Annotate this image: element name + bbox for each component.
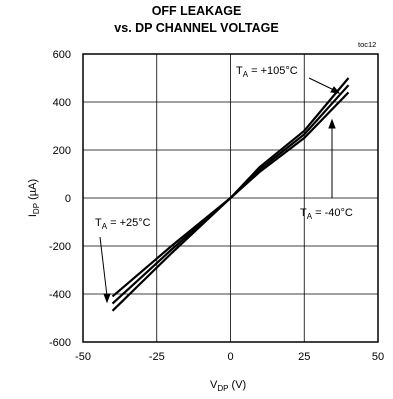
y-tick-label-2: 200 <box>53 145 71 157</box>
arrow-25c-head <box>103 293 111 304</box>
chart-title-line1: OFF LEAKAGE <box>151 4 242 18</box>
x-tick-label-2: 0 <box>227 351 233 363</box>
y-tick-label-4: -200 <box>49 241 71 253</box>
y-tick-label-5: -400 <box>49 289 71 301</box>
y-tick-label-0: 600 <box>53 49 71 61</box>
y-tick-label-6: -600 <box>49 337 71 349</box>
series-lines <box>111 77 350 312</box>
series-line-2 <box>111 91 350 298</box>
annotation-105c: TA = +105°C <box>236 65 298 79</box>
tick-labels: -50 -25 0 25 50 600 400 200 0 -200 -400 -600 <box>49 49 384 363</box>
y-axis-label: IDP (µA) <box>27 179 41 217</box>
plot-frame <box>82 53 379 343</box>
arrow-m40c-head <box>328 118 336 129</box>
y-tick-label-3: 0 <box>65 193 71 205</box>
arrow-105c-head <box>330 86 341 94</box>
arrow-105c <box>308 77 337 92</box>
x-tick-label-0: -50 <box>75 351 91 363</box>
y-tick-label-1: 400 <box>53 97 71 109</box>
arrow-25c <box>99 236 108 297</box>
x-tick-label-1: -25 <box>149 351 165 363</box>
chart-title-line2: vs. DP CHANNEL VOLTAGE <box>114 21 279 35</box>
x-tick-label-3: 25 <box>298 351 310 363</box>
annotation-25c: TA = +25°C <box>95 217 151 231</box>
x-tick-label-4: 50 <box>372 351 384 363</box>
annotation-m40c: TA = -40°C <box>300 207 353 221</box>
x-axis-label: VDP (V) <box>210 379 246 393</box>
figure-tag: toc12 <box>358 40 377 49</box>
